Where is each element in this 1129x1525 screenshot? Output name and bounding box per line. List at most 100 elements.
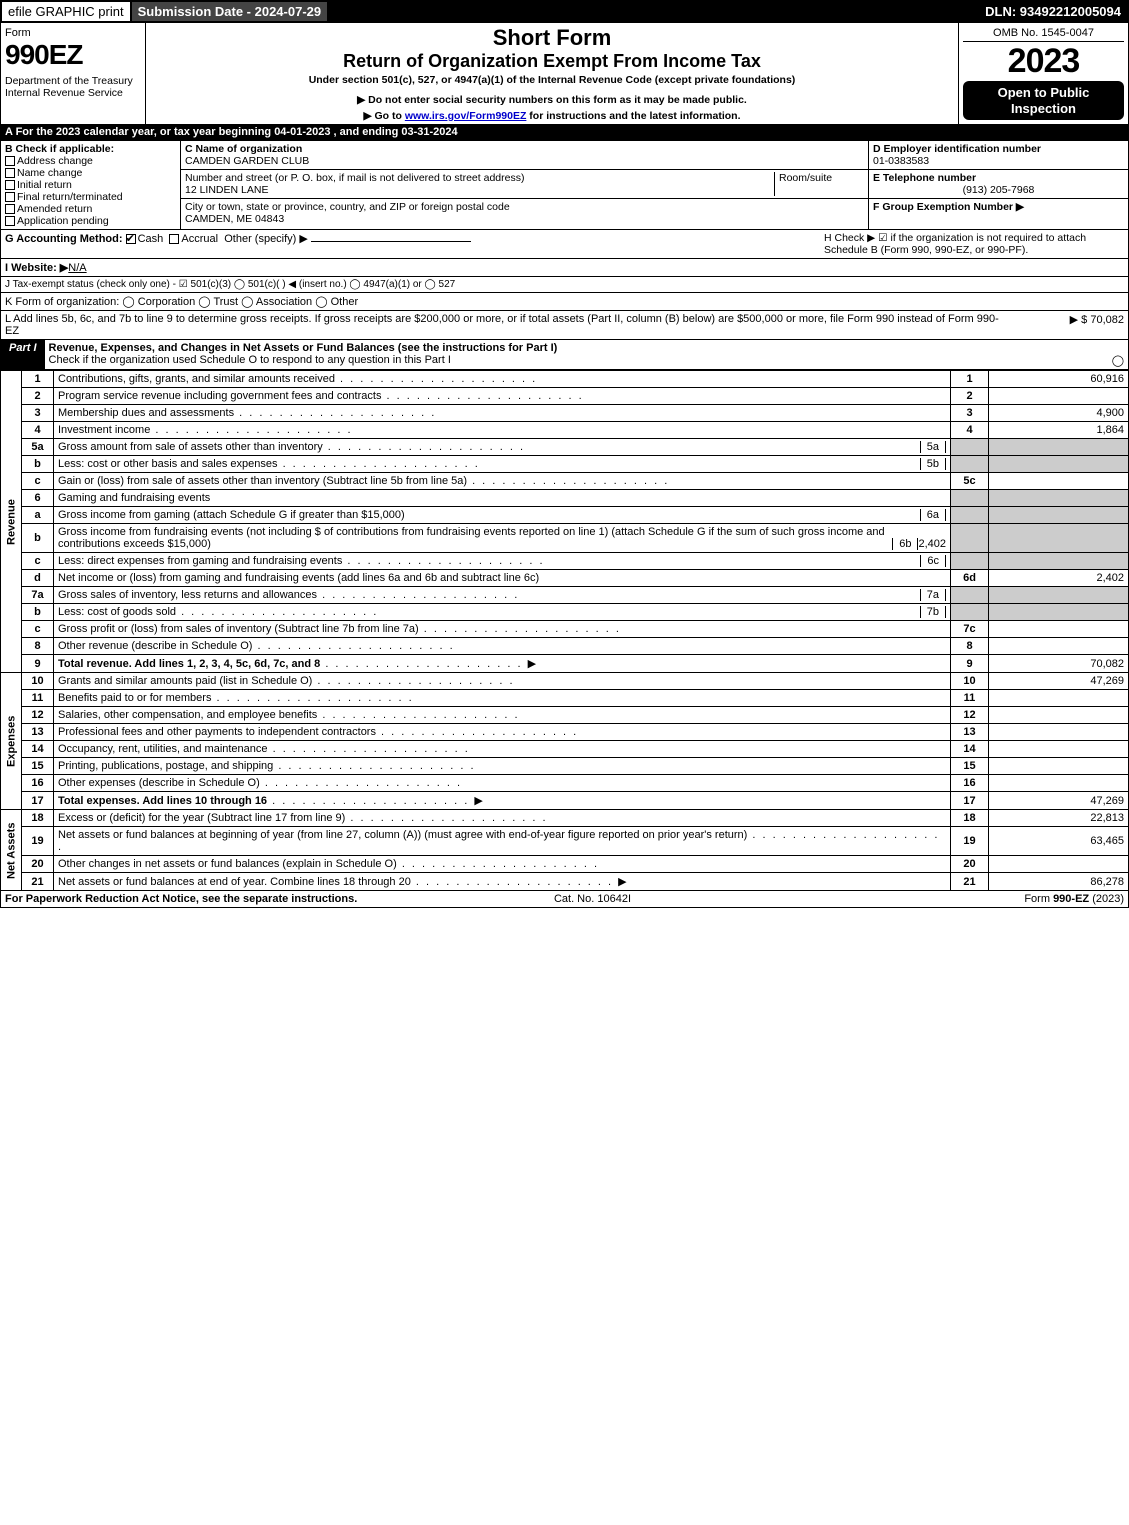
cb-cash[interactable] (126, 234, 136, 244)
city-label: City or town, state or province, country… (185, 201, 510, 213)
part1-check-box[interactable]: ◯ (1112, 354, 1124, 367)
ein-label: D Employer identification number (873, 143, 1041, 155)
line-6: Gaming and fundraising events (54, 490, 951, 507)
cb-address-change[interactable] (5, 156, 15, 166)
line-6b: Gross income from fundraising events (no… (58, 526, 892, 550)
page-footer: For Paperwork Reduction Act Notice, see … (0, 891, 1129, 908)
line-1: Contributions, gifts, grants, and simila… (54, 371, 951, 388)
line-5b: Less: cost or other basis and sales expe… (58, 458, 920, 470)
c-name-label: C Name of organization (185, 143, 302, 155)
submission-date: Submission Date - 2024-07-29 (132, 2, 330, 21)
line-2-val (989, 388, 1129, 405)
line-6d-val: 2,402 (989, 570, 1129, 587)
line-i: I Website: ▶N/A (0, 259, 1129, 277)
cb-amended[interactable] (5, 204, 15, 214)
line-15: Printing, publications, postage, and shi… (54, 758, 951, 775)
title-main: Return of Organization Exempt From Incom… (152, 51, 952, 72)
line-2: Program service revenue including govern… (54, 388, 951, 405)
line-14: Occupancy, rent, utilities, and maintena… (54, 741, 951, 758)
footer-formid: Form 990-EZ (2023) (1024, 893, 1124, 905)
ein-value: 01-0383583 (873, 155, 929, 167)
room-label: Room/suite (779, 172, 832, 184)
line-21-val: 86,278 (989, 873, 1129, 891)
line-10: Grants and similar amounts paid (list in… (54, 673, 951, 690)
street-label: Number and street (or P. O. box, if mail… (185, 172, 524, 184)
line-20: Other changes in net assets or fund bala… (54, 856, 951, 873)
line-9-val: 70,082 (989, 655, 1129, 673)
cb-accrual[interactable] (169, 234, 179, 244)
line-h: H Check ▶ ☑ if the organization is not r… (824, 232, 1124, 256)
line-7c: Gross profit or (loss) from sales of inv… (54, 621, 951, 638)
line-6b-val: 2,402 (918, 538, 946, 550)
cb-final-return[interactable] (5, 192, 15, 202)
line-7c-val (989, 621, 1129, 638)
line-a: A For the 2023 calendar year, or tax yea… (0, 124, 1129, 141)
tax-year: 2023 (963, 42, 1124, 81)
footer-catno: Cat. No. 10642I (554, 893, 631, 905)
line-21: Net assets or fund balances at end of ye… (58, 876, 411, 888)
line-3-val: 4,900 (989, 405, 1129, 422)
subtitle-2: ▶ Do not enter social security numbers o… (152, 94, 952, 106)
line-j: J Tax-exempt status (check only one) - ☑… (0, 277, 1129, 293)
line-13: Professional fees and other payments to … (54, 724, 951, 741)
omb-number: OMB No. 1545-0047 (963, 27, 1124, 42)
line-6a: Gross income from gaming (attach Schedul… (58, 509, 920, 521)
line-18-val: 22,813 (989, 810, 1129, 827)
top-bar: efile GRAPHIC print Submission Date - 20… (0, 0, 1129, 23)
city-value: CAMDEN, ME 04843 (185, 213, 284, 225)
part1-table: Revenue 1Contributions, gifts, grants, a… (0, 370, 1129, 891)
line-8-val (989, 638, 1129, 655)
line-12: Salaries, other compensation, and employ… (54, 707, 951, 724)
line-17: Total expenses. Add lines 10 through 16 (58, 795, 267, 807)
line-19-val: 63,465 (989, 827, 1129, 856)
form-number: 990EZ (5, 39, 141, 71)
street-value: 12 LINDEN LANE (185, 184, 268, 196)
line-9: Total revenue. Add lines 1, 2, 3, 4, 5c,… (58, 658, 320, 670)
expenses-side-label: Expenses (1, 673, 22, 810)
line-6c: Less: direct expenses from gaming and fu… (58, 555, 920, 567)
cb-name-change[interactable] (5, 168, 15, 178)
form-header: Form 990EZ Department of the Treasury In… (0, 23, 1129, 124)
website-value: N/A (68, 262, 86, 274)
cb-pending[interactable] (5, 216, 15, 226)
line-4-val: 1,864 (989, 422, 1129, 439)
title-short-form: Short Form (152, 25, 952, 51)
irs-link[interactable]: www.irs.gov/Form990EZ (405, 110, 527, 122)
subtitle-1: Under section 501(c), 527, or 4947(a)(1)… (152, 74, 952, 86)
footer-left: For Paperwork Reduction Act Notice, see … (5, 893, 357, 905)
line-1-val: 60,916 (989, 371, 1129, 388)
open-to-public: Open to Public Inspection (963, 81, 1124, 120)
line-4: Investment income (54, 422, 951, 439)
org-name: CAMDEN GARDEN CLUB (185, 155, 309, 167)
line-11: Benefits paid to or for members (54, 690, 951, 707)
line-l: L Add lines 5b, 6c, and 7b to line 9 to … (0, 311, 1129, 340)
line-7a: Gross sales of inventory, less returns a… (58, 589, 920, 601)
netassets-side-label: Net Assets (1, 810, 22, 891)
efile-print-label[interactable]: efile GRAPHIC print (2, 2, 132, 21)
line-8: Other revenue (describe in Schedule O) (54, 638, 951, 655)
line-10-val: 47,269 (989, 673, 1129, 690)
part1-check-text: Check if the organization used Schedule … (49, 354, 451, 366)
dept-label: Department of the Treasury Internal Reve… (5, 75, 141, 99)
line-6d: Net income or (loss) from gaming and fun… (54, 570, 951, 587)
form-label: Form (5, 27, 141, 39)
dln: DLN: 93492212005094 (979, 2, 1127, 21)
line-18: Excess or (deficit) for the year (Subtra… (54, 810, 951, 827)
line-5c: Gain or (loss) from sale of assets other… (54, 473, 951, 490)
part1-tag: Part I (1, 340, 45, 369)
line-16: Other expenses (describe in Schedule O) (54, 775, 951, 792)
line-5a: Gross amount from sale of assets other t… (58, 441, 920, 453)
revenue-side-label: Revenue (1, 371, 22, 673)
b-label: B Check if applicable: (5, 143, 114, 155)
org-info-block: B Check if applicable: Address change Na… (0, 141, 1129, 230)
group-exempt-label: F Group Exemption Number ▶ (873, 201, 1024, 213)
line-l-amount: ▶ $ 70,082 (1004, 313, 1124, 337)
part1-title: Revenue, Expenses, and Changes in Net As… (49, 342, 558, 354)
line-k: K Form of organization: ◯ Corporation ◯ … (0, 293, 1129, 311)
line-19: Net assets or fund balances at beginning… (54, 827, 951, 856)
line-17-val: 47,269 (989, 792, 1129, 810)
phone-label: E Telephone number (873, 172, 976, 184)
part1-header: Part I Revenue, Expenses, and Changes in… (0, 340, 1129, 370)
line-5c-val (989, 473, 1129, 490)
cb-initial-return[interactable] (5, 180, 15, 190)
